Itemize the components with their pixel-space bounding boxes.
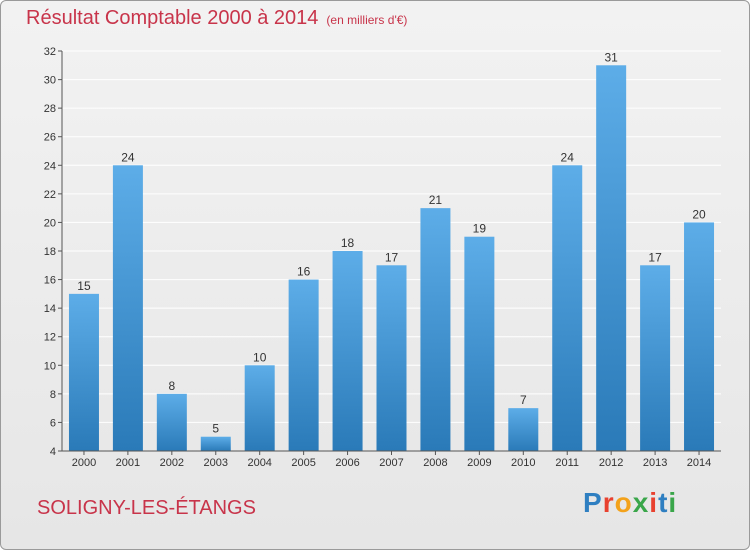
logo-letter: i <box>668 487 678 518</box>
data-label-2003: 5 <box>212 422 219 436</box>
x-tick-label-2001: 2001 <box>116 457 140 469</box>
x-tick-label-2011: 2011 <box>555 457 579 469</box>
x-tick-label-2013: 2013 <box>643 457 667 469</box>
bar-2006 <box>332 251 363 451</box>
bar-2011 <box>552 165 583 452</box>
chart-title-block: Résultat Comptable 2000 à 2014 (en millie… <box>26 7 407 30</box>
bar-2009 <box>464 236 495 451</box>
x-tick-label-2004: 2004 <box>247 457 271 469</box>
x-tick-label-2009: 2009 <box>467 457 491 469</box>
bar-2013 <box>640 265 671 451</box>
x-tick-label-2014: 2014 <box>687 457 711 469</box>
y-tick-label: 14 <box>44 303 56 315</box>
y-tick-label: 24 <box>44 160 56 172</box>
x-tick-label-2005: 2005 <box>291 457 315 469</box>
commune-name: SOLIGNY-LES-ÉTANGS <box>37 497 256 519</box>
data-label-2009: 19 <box>473 222 487 236</box>
y-tick-label: 30 <box>44 75 56 87</box>
y-tick-label: 8 <box>50 389 56 401</box>
bar-2002 <box>156 393 187 451</box>
bar-2001 <box>112 165 143 452</box>
bar-2014 <box>684 222 715 451</box>
data-label-2002: 8 <box>168 379 175 393</box>
x-tick-label-2010: 2010 <box>511 457 535 469</box>
x-tick-label-2007: 2007 <box>379 457 403 469</box>
x-tick-label-2002: 2002 <box>160 457 184 469</box>
data-label-2007: 17 <box>385 250 399 264</box>
y-tick-label: 22 <box>44 189 56 201</box>
bar-2000 <box>68 293 99 451</box>
y-tick-label: 16 <box>44 275 56 287</box>
bar-2008 <box>420 208 451 451</box>
data-label-2001: 24 <box>121 150 135 164</box>
bars: 15 24 8 5 10 16 18 17 21 19 7 24 31 17 20 <box>68 50 715 452</box>
data-label-2011: 24 <box>561 150 575 164</box>
logo-letter: i <box>649 487 659 518</box>
logo-letter: P <box>583 487 603 518</box>
x-tick-label-2012: 2012 <box>599 457 623 469</box>
data-label-2004: 10 <box>253 350 267 364</box>
proxiti-logo: Proxiti <box>583 487 677 519</box>
y-tick-label: 6 <box>50 417 56 429</box>
data-label-2008: 21 <box>429 193 443 207</box>
bar-2007 <box>376 265 407 451</box>
logo-letter: r <box>602 487 615 518</box>
bar-2005 <box>288 279 319 451</box>
bar-2004 <box>244 365 275 451</box>
y-tick-label: 4 <box>50 446 56 458</box>
x-tick-label-2006: 2006 <box>335 457 359 469</box>
x-tick-label-2003: 2003 <box>204 457 228 469</box>
bar-2012 <box>596 65 627 452</box>
data-label-2012: 31 <box>604 50 618 64</box>
chart-subtitle: (en milliers d'€) <box>326 13 408 27</box>
logo-letter: x <box>632 487 650 518</box>
data-label-2006: 18 <box>341 236 355 250</box>
y-tick-label: 32 <box>44 46 56 58</box>
data-label-2013: 17 <box>648 250 662 264</box>
data-label-2000: 15 <box>77 279 91 293</box>
data-label-2010: 7 <box>520 393 527 407</box>
bar-2010 <box>508 408 539 451</box>
y-tick-label: 18 <box>44 246 56 258</box>
chart-title: Résultat Comptable 2000 à 2014 <box>26 7 319 29</box>
y-tick-label: 28 <box>44 103 56 115</box>
axes: 4 6 8 10 12 14 16 18 20 22 24 26 28 30 32 2000 2001 2002 2… <box>44 46 721 469</box>
y-tick-label: 10 <box>44 360 56 372</box>
x-tick-label-2008: 2008 <box>423 457 447 469</box>
data-label-2014: 20 <box>692 207 706 221</box>
logo-letter: t <box>658 487 669 518</box>
x-tick-label-2000: 2000 <box>72 457 96 469</box>
y-tick-label: 12 <box>44 332 56 344</box>
y-tick-label: 26 <box>44 132 56 144</box>
bar-2003 <box>200 436 231 451</box>
data-label-2005: 16 <box>297 265 311 279</box>
y-tick-label: 20 <box>44 217 56 229</box>
logo-letter: o <box>614 487 633 518</box>
